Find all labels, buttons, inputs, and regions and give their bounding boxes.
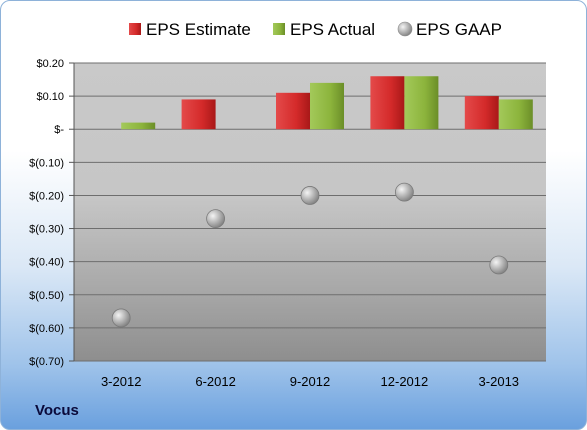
legend-label: EPS Estimate [146, 20, 251, 39]
eps-actual-bar [404, 76, 439, 130]
eps-actual-bar [121, 122, 156, 130]
y-tick-label: $(0.70) [29, 356, 64, 368]
x-tick-label: 6-2012 [195, 374, 235, 389]
eps-estimate-bar [370, 76, 405, 130]
bars [121, 76, 533, 130]
eps-estimate-bar [464, 96, 499, 130]
y-tick-label: $(0.50) [29, 290, 64, 302]
y-tick-label: $(0.10) [29, 157, 64, 169]
y-tick-label: $0.10 [36, 91, 64, 103]
y-tick-label: $(0.30) [29, 224, 64, 236]
eps-gaap-marker [206, 209, 226, 229]
legend-label: EPS GAAP [416, 20, 502, 39]
y-axis: $0.20 $0.10 $- $(0.10) $(0.20) $(0.30) $(0.40)… [29, 58, 75, 368]
eps-estimate-bar [181, 99, 216, 130]
legend-label: EPS Actual [290, 20, 375, 39]
eps-gaap-marker [111, 308, 131, 328]
legend: EPS Estimate EPS Actual EPS GAAP [129, 20, 502, 39]
eps-actual-bar [498, 99, 533, 130]
x-tick-label: 3-2013 [479, 374, 519, 389]
y-tick-label: $0.20 [36, 58, 64, 70]
eps-gaap-marker [300, 186, 320, 205]
x-axis: 3-2012 6-2012 9-2012 12-2012 3-2013 [101, 374, 519, 389]
eps-gaap-marker [489, 255, 509, 275]
legend-swatch [129, 23, 141, 35]
y-tick-label: $(0.40) [29, 257, 64, 269]
legend-swatch [273, 23, 285, 35]
y-tick-label: $(0.20) [29, 190, 64, 202]
eps-actual-bar [310, 82, 344, 130]
legend-swatch [397, 21, 413, 37]
x-tick-label: 3-2012 [101, 374, 141, 389]
x-tick-label: 9-2012 [290, 374, 330, 389]
eps-gaap-marker [394, 182, 414, 202]
y-tick-label: $(0.60) [29, 323, 64, 335]
x-tick-label: 12-2012 [381, 374, 429, 389]
company-name: Vocus [35, 402, 79, 419]
gaap-markers [111, 182, 509, 328]
y-tick-label: $- [54, 124, 64, 136]
eps-estimate-bar [276, 92, 310, 130]
